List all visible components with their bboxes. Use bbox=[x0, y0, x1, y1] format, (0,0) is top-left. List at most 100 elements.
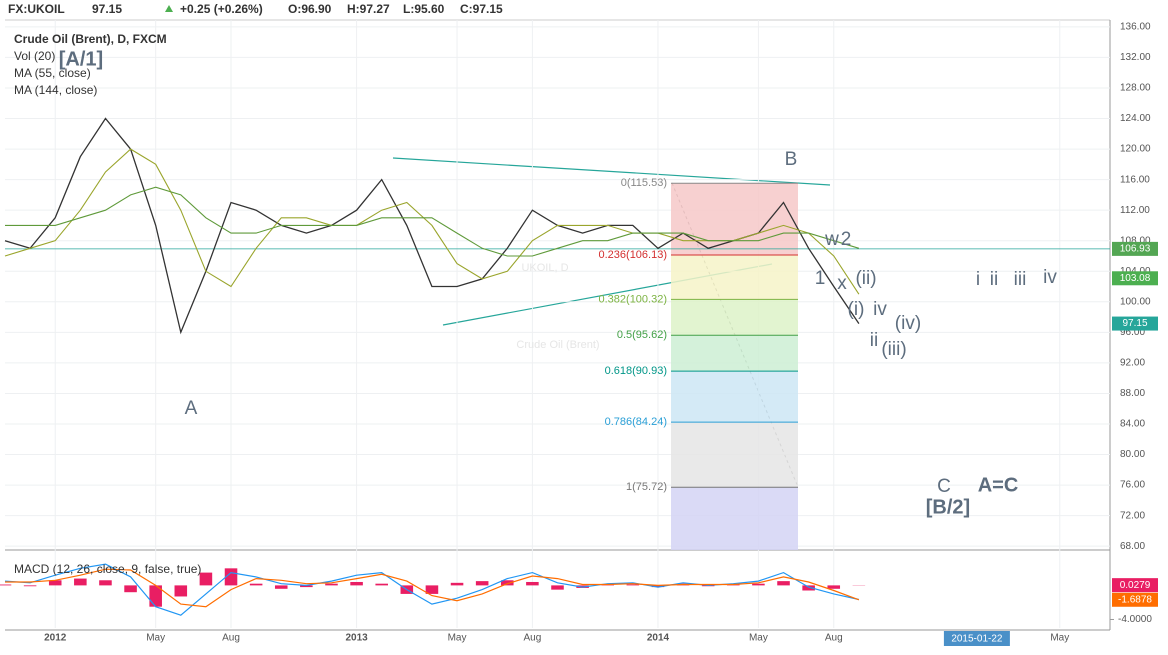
macd-histogram bbox=[526, 581, 539, 586]
fib-band bbox=[671, 183, 798, 255]
wave-label: ii bbox=[870, 330, 878, 351]
macd-histogram bbox=[500, 580, 514, 586]
price-tag-label: 103.08 bbox=[1120, 273, 1151, 284]
y-tick-label: 100.00 bbox=[1120, 296, 1151, 307]
wave-label: iii bbox=[1014, 269, 1027, 290]
macd-histogram bbox=[425, 585, 439, 594]
macd-histogram bbox=[48, 580, 62, 586]
macd-histogram bbox=[777, 581, 790, 586]
macd-histogram bbox=[199, 572, 213, 586]
macd-histogram bbox=[99, 580, 112, 586]
wave-label: iv bbox=[873, 299, 887, 320]
wave-label: 2 bbox=[841, 229, 852, 250]
price-tag bbox=[1112, 592, 1158, 607]
macd-tick-label: -4.0000 bbox=[1118, 614, 1152, 625]
fib-label: 1(75.72) bbox=[626, 481, 667, 493]
macd-histogram bbox=[450, 582, 464, 586]
wave-label: i bbox=[976, 269, 980, 290]
wave-label: (ii) bbox=[855, 268, 876, 289]
x-tick-label: 2012 bbox=[44, 633, 67, 644]
x-tick-label: May bbox=[146, 633, 165, 644]
y-tick-label: 76.00 bbox=[1120, 480, 1145, 491]
y-tick-label: 88.00 bbox=[1120, 388, 1145, 399]
fib-band bbox=[671, 371, 798, 423]
macd-histogram bbox=[274, 585, 288, 589]
price-tag-label: 97.15 bbox=[1122, 318, 1147, 329]
fib-band bbox=[671, 254, 798, 300]
y-tick-label: 108.00 bbox=[1120, 235, 1151, 246]
header-close: C:97.15 bbox=[460, 2, 503, 16]
macd-histogram bbox=[300, 585, 313, 588]
price-tag bbox=[1112, 578, 1158, 593]
fib-band bbox=[671, 299, 798, 336]
macd-histogram bbox=[74, 578, 87, 586]
crosshair-tag bbox=[943, 631, 1010, 646]
macd-histogram bbox=[124, 585, 137, 593]
fib-label: 0(115.53) bbox=[621, 177, 667, 189]
fib-label: 0.786(84.24) bbox=[605, 416, 667, 428]
study-label: Crude Oil (Brent), D, FXCM bbox=[14, 32, 167, 46]
header-symbol: FX:UKOIL bbox=[8, 2, 65, 16]
wave-label: [A/1] bbox=[59, 48, 103, 70]
fib-band bbox=[671, 487, 798, 550]
wave-label: B bbox=[785, 149, 798, 170]
x-tick-label: May bbox=[749, 633, 768, 644]
y-tick-label: 84.00 bbox=[1120, 419, 1145, 430]
fib-label: 0.236(106.13) bbox=[599, 249, 668, 261]
header-low: L:95.60 bbox=[403, 2, 445, 16]
wave-label: A=C bbox=[978, 474, 1019, 496]
watermark: UKOIL, D bbox=[521, 262, 568, 274]
y-tick-label: 116.00 bbox=[1120, 174, 1150, 185]
study-label: MA (55, close) bbox=[14, 66, 91, 80]
fib-label: 0.5(95.62) bbox=[617, 329, 667, 341]
price-tag bbox=[1112, 316, 1158, 331]
macd-histogram bbox=[149, 585, 162, 607]
up-arrow bbox=[165, 5, 173, 12]
macd-histogram bbox=[23, 585, 37, 587]
price-tag-label: 106.93 bbox=[1120, 244, 1151, 255]
y-tick-label: 92.00 bbox=[1120, 358, 1145, 369]
x-tick-label: May bbox=[1050, 633, 1069, 644]
price-tag bbox=[1112, 241, 1158, 256]
macd-histogram bbox=[249, 583, 263, 586]
study-label: Vol (20) bbox=[14, 49, 55, 63]
wave-label: C bbox=[937, 476, 951, 497]
macd-histogram bbox=[827, 585, 841, 589]
wave-label: w bbox=[824, 229, 839, 250]
y-tick-label: 72.00 bbox=[1120, 510, 1145, 521]
study-label: MA (144, close) bbox=[14, 83, 97, 97]
wave-label: ii bbox=[990, 269, 998, 290]
macd-histogram bbox=[802, 585, 815, 591]
header-change: +0.25 (+0.26%) bbox=[180, 2, 263, 16]
y-tick-label: 96.00 bbox=[1120, 327, 1145, 338]
header-high: H:97.27 bbox=[347, 2, 390, 16]
macd-line bbox=[5, 568, 860, 608]
header-open: O:96.90 bbox=[288, 2, 332, 16]
crosshair-label: 2015-01-22 bbox=[951, 634, 1003, 645]
macd-label: MACD (12, 26, close, 9, false, true) bbox=[14, 562, 201, 576]
wave-label: x bbox=[837, 273, 847, 294]
macd-histogram bbox=[651, 585, 665, 588]
macd-histogram bbox=[375, 583, 388, 586]
fib-label: 0.382(100.32) bbox=[599, 293, 668, 305]
macd-histogram bbox=[752, 583, 765, 586]
y-tick-label: 120.00 bbox=[1120, 144, 1151, 155]
fib-band bbox=[671, 335, 798, 372]
watermark: Crude Oil (Brent) bbox=[516, 339, 599, 351]
macd-histogram bbox=[551, 585, 564, 590]
price-tag-label: -1.6878 bbox=[1118, 594, 1152, 605]
x-tick-label: 2013 bbox=[345, 633, 368, 644]
x-tick-label: Aug bbox=[523, 633, 541, 644]
macd-histogram bbox=[325, 583, 338, 586]
y-tick-label: 68.00 bbox=[1120, 541, 1145, 552]
wave-label: (iv) bbox=[895, 313, 921, 334]
price-tag-label: 0.0279 bbox=[1120, 580, 1151, 591]
price-series bbox=[5, 186, 860, 257]
y-tick-label: 124.00 bbox=[1120, 113, 1151, 124]
y-tick-label: 136.00 bbox=[1120, 22, 1151, 33]
wave-label: [B/2] bbox=[926, 496, 970, 518]
x-tick-label: Aug bbox=[222, 633, 240, 644]
wave-label: (i) bbox=[848, 299, 865, 320]
